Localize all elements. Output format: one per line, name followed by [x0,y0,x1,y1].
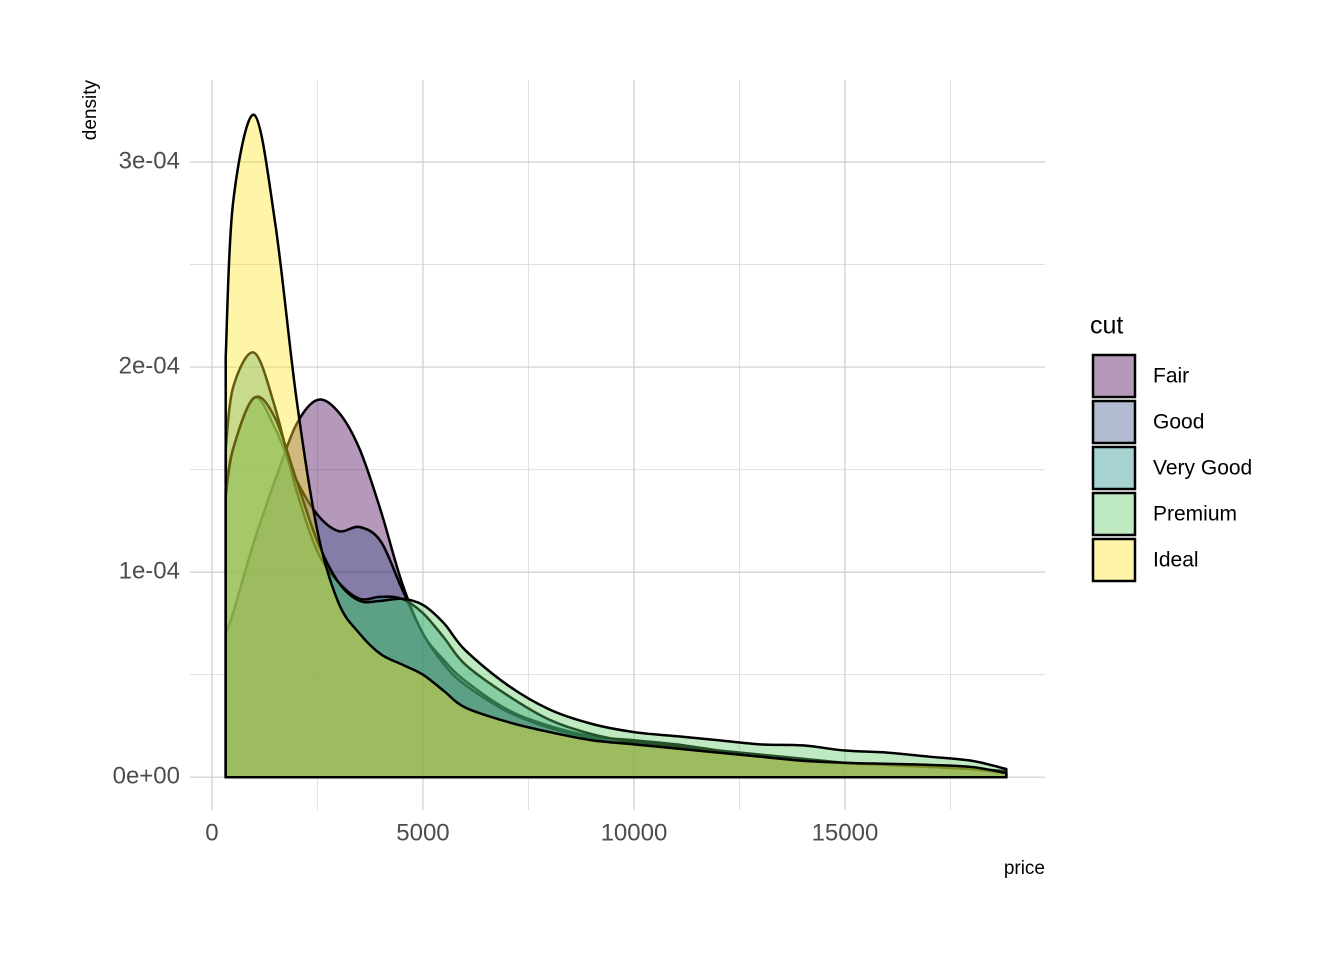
y-tick-label: 1e-04 [119,557,180,584]
legend-label: Fair [1153,365,1189,388]
x-tick-label: 10000 [601,819,668,846]
legend-key [1091,445,1137,491]
y-tick-label: 2e-04 [119,352,180,379]
y-tick-label: 0e+00 [113,763,180,790]
x-tick-label: 5000 [396,819,449,846]
legend-label: Premium [1153,503,1237,526]
x-tick-label: 0 [205,819,218,846]
legend-key [1091,491,1137,537]
y-axis-title: density [80,80,101,141]
legend-label: Ideal [1153,549,1199,572]
density-area [224,113,1008,779]
y-tick-label: 3e-04 [119,147,180,174]
legend-title: cut [1090,312,1123,340]
x-tick-label: 15000 [812,819,879,846]
density-area [224,395,1008,779]
x-axis-title: price [1004,858,1045,879]
legend-key [1091,399,1137,445]
legend-key [1091,537,1137,583]
legend-label: Good [1153,411,1204,434]
legend-label: Very Good [1153,457,1252,480]
legend-key [1091,353,1137,399]
